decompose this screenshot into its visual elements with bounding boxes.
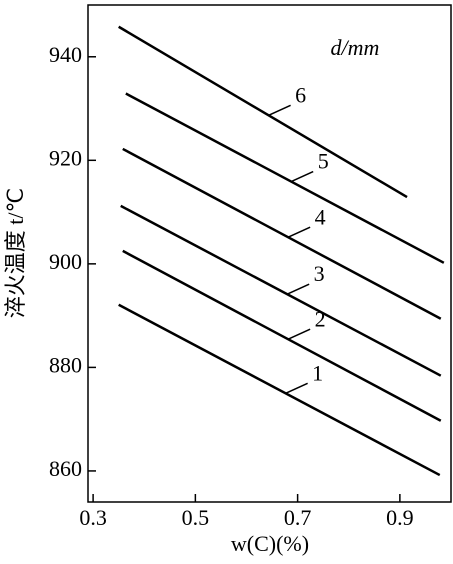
legend-title: d/mm xyxy=(331,35,380,60)
series-label: 4 xyxy=(315,204,326,229)
x-tick-label: 0.7 xyxy=(284,505,312,530)
x-tick-label: 0.3 xyxy=(79,505,107,530)
label-leader xyxy=(286,283,310,295)
series-label: 1 xyxy=(312,360,323,385)
label-leader xyxy=(285,382,308,395)
series-label: 3 xyxy=(314,261,325,286)
y-tick-label: 860 xyxy=(49,456,82,481)
x-tick-label: 0.5 xyxy=(182,505,210,530)
label-leader xyxy=(290,170,314,183)
label-leader xyxy=(287,226,311,238)
x-axis-label: w(C)(%) xyxy=(231,531,309,556)
series-label: 6 xyxy=(295,82,306,107)
y-tick-label: 880 xyxy=(49,352,82,377)
y-tick-label: 920 xyxy=(49,145,82,170)
label-leader xyxy=(268,104,291,116)
series-line xyxy=(118,25,408,199)
series-label: 2 xyxy=(315,306,326,331)
series-label: 5 xyxy=(318,149,329,174)
label-leader xyxy=(287,328,311,340)
series-line xyxy=(122,147,442,320)
plot-frame xyxy=(87,4,452,503)
series-line xyxy=(125,92,445,264)
y-axis-label: 淬火温度 t/℃ xyxy=(3,188,28,318)
series-line xyxy=(122,249,442,422)
series-line xyxy=(118,303,441,477)
x-tick-label: 0.9 xyxy=(386,505,414,530)
series-line xyxy=(120,204,442,377)
y-tick-label: 900 xyxy=(49,249,82,274)
y-tick-label: 940 xyxy=(49,42,82,67)
